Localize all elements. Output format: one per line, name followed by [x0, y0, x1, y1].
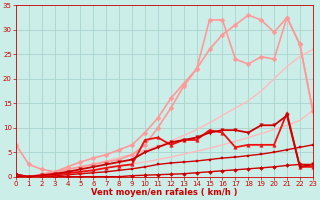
X-axis label: Vent moyen/en rafales ( km/h ): Vent moyen/en rafales ( km/h )	[91, 188, 238, 197]
